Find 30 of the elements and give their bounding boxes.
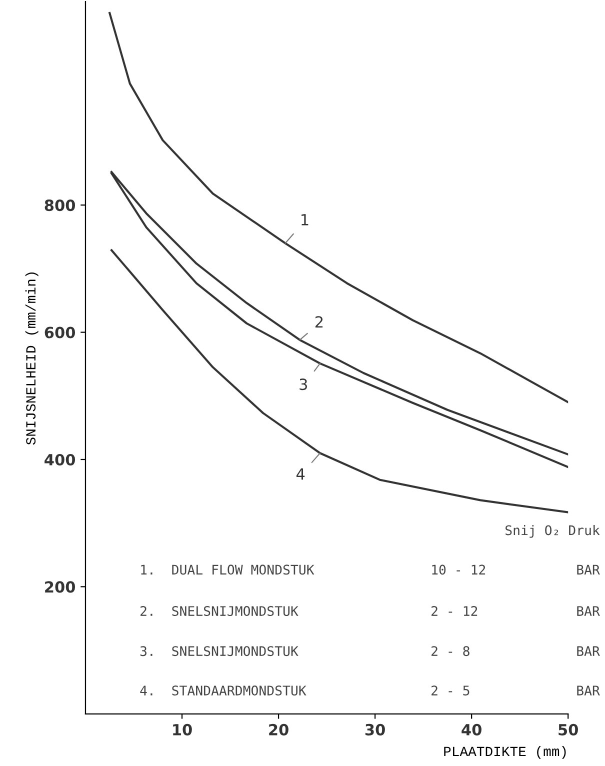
y-tick-label: 200 (45, 581, 76, 593)
text: BAR (577, 564, 600, 574)
series-label: 3 (300, 378, 308, 390)
x-tick-label: 50 (558, 724, 578, 736)
y-tick-label: 600 (44, 326, 76, 338)
annotation: 2 - 8 (432, 646, 470, 656)
line-series (108, 12, 568, 404)
annotation: 1. DUAL FLOW MONDSTUK (141, 564, 314, 575)
annotation: 2. SNELSNIJMONDSTUK (140, 606, 298, 616)
annotation: 3. SNELSNIJMONDSTUK (140, 646, 298, 656)
text: BAR (577, 686, 600, 696)
annotation: 2 - 12 (432, 606, 478, 616)
text: BAR (577, 646, 600, 656)
x-tick-label: 20 (269, 724, 288, 736)
annotation: Snij O₂ Druk (506, 525, 600, 538)
x-tick-label: 40 (462, 724, 482, 736)
series-label: 1 (302, 214, 308, 226)
annotation: 2 - 5 (432, 686, 470, 696)
x-tick-label: 30 (365, 724, 385, 736)
y-axis-title: SNIJSNELHEID (mm/min) (25, 272, 38, 445)
y-tick-label: 400 (44, 454, 76, 466)
x-axis-title: PLAATDIKTE (mm) (444, 746, 566, 759)
annotation: 10 - 12 (432, 564, 486, 575)
y-tick-label: 800 (44, 200, 76, 212)
x-tick-label: 10 (173, 724, 192, 736)
text: BAR (577, 606, 600, 616)
annotation: 4. STANDAARDMONDSTUK (140, 686, 306, 696)
series-label: 2 (315, 316, 323, 328)
line-series (110, 249, 568, 514)
series-label: 4 (296, 468, 305, 480)
